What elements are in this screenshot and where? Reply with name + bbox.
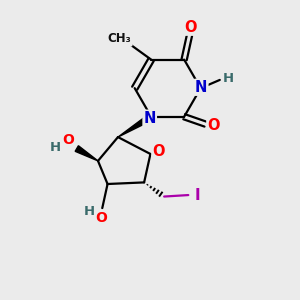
Text: O: O <box>95 211 107 225</box>
Polygon shape <box>118 114 153 137</box>
Text: H: H <box>223 72 234 85</box>
Text: I: I <box>194 188 200 202</box>
Text: N: N <box>143 111 156 126</box>
Text: CH₃: CH₃ <box>108 32 131 46</box>
Text: O: O <box>152 143 165 158</box>
Text: H: H <box>50 141 61 154</box>
Text: O: O <box>207 118 220 133</box>
Text: O: O <box>63 133 74 147</box>
Text: O: O <box>185 20 197 35</box>
Text: N: N <box>195 80 207 95</box>
Polygon shape <box>75 146 98 161</box>
Text: H: H <box>83 205 94 218</box>
